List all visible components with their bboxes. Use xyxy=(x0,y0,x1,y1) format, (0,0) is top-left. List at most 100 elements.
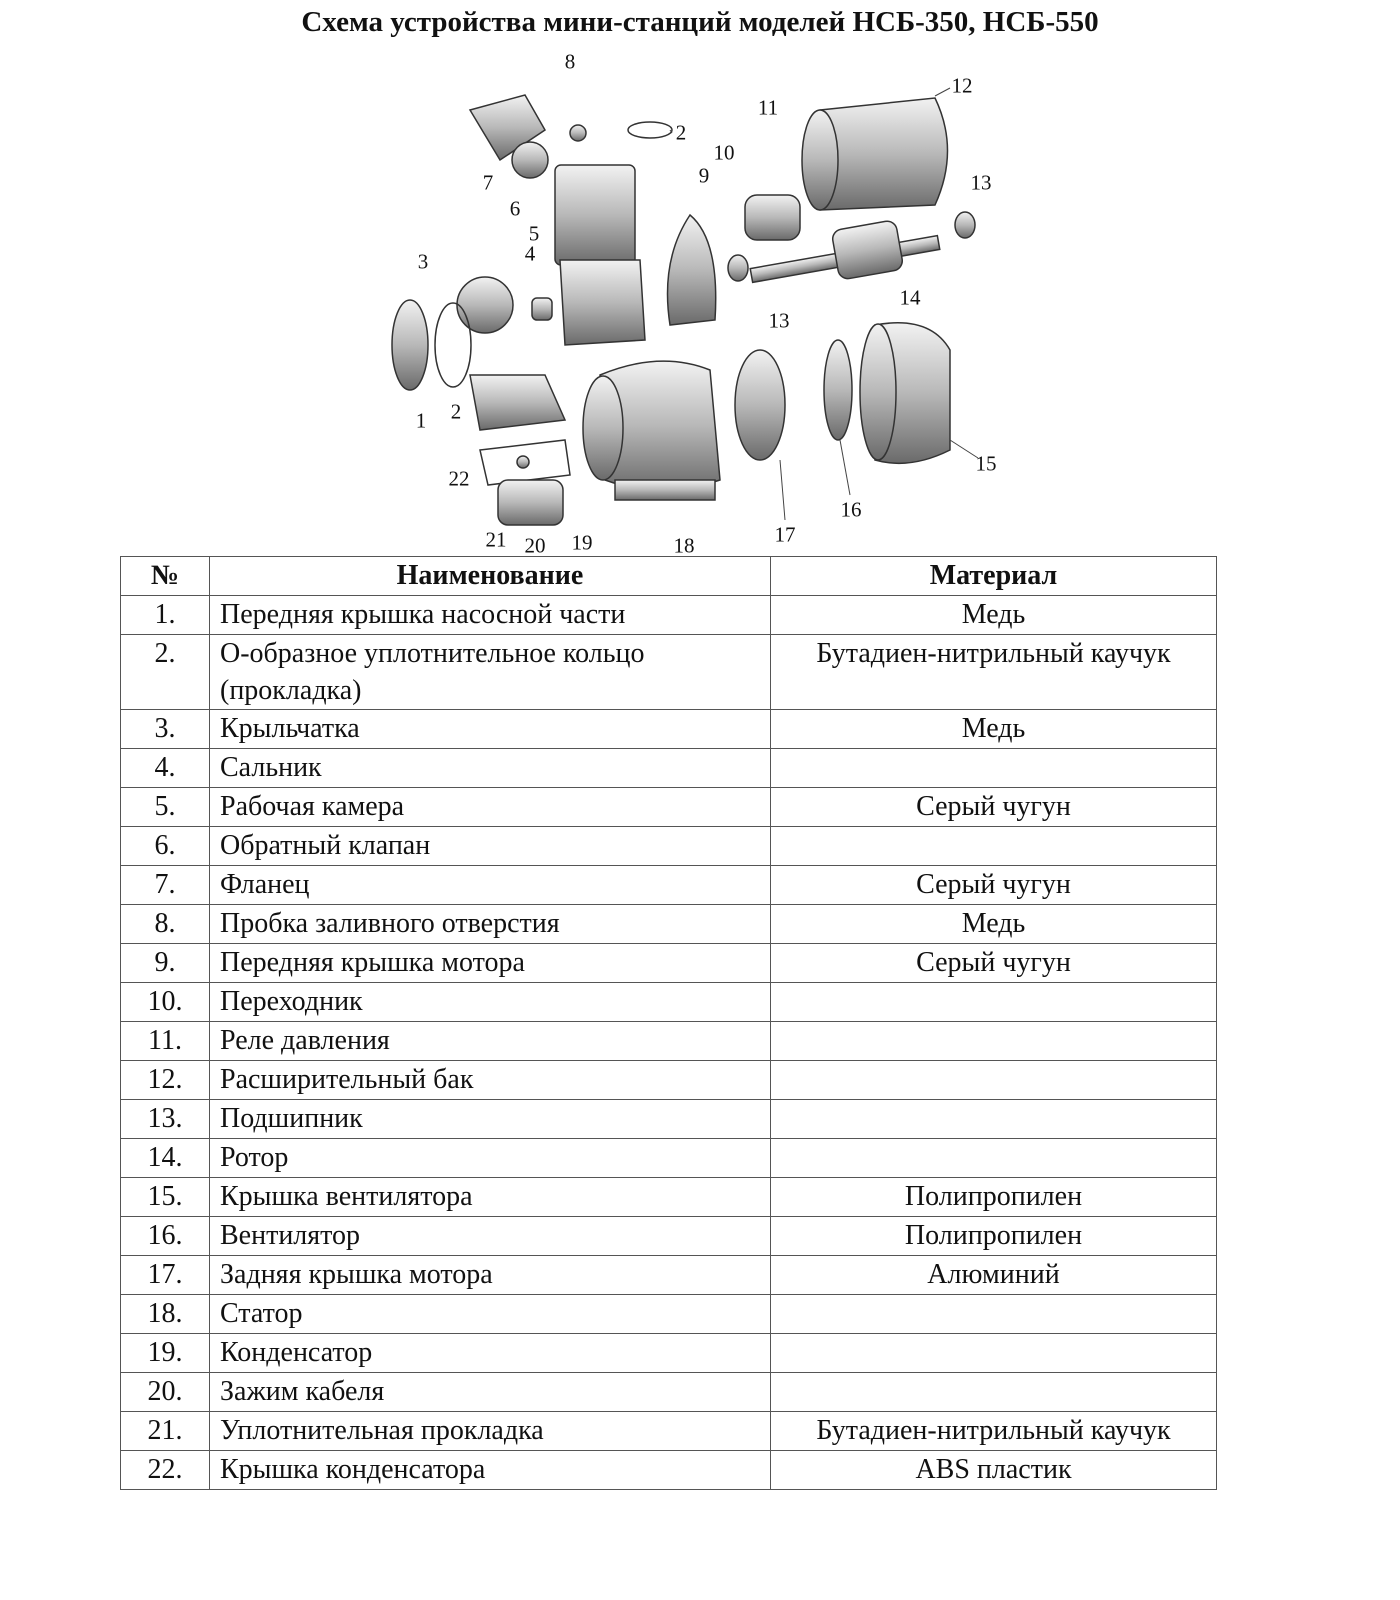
part-name: О-образное уплотнительное кольцо (прокла… xyxy=(209,634,771,710)
table-row: 16. Вентилятор Полипропилен xyxy=(120,1216,1217,1256)
part-material: Полипропилен xyxy=(770,1216,1217,1256)
part-material: Полипропилен xyxy=(770,1177,1217,1217)
callout-label: 20 xyxy=(524,533,546,558)
part-name: Сальник xyxy=(209,748,771,788)
part-material: Серый чугун xyxy=(770,943,1217,983)
table-row: 5. Рабочая камера Серый чугун xyxy=(120,787,1217,827)
part-number: 12. xyxy=(120,1060,210,1100)
part-number: 9. xyxy=(120,943,210,983)
callout-label: 8 xyxy=(564,49,576,74)
callout-label: 21 xyxy=(485,527,507,552)
part-name: Конденсатор xyxy=(209,1333,771,1373)
callout-label: 1 xyxy=(415,408,427,433)
part-number: 5. xyxy=(120,787,210,827)
callout-label: 4 xyxy=(524,241,536,266)
table-row: 22. Крышка конденсатора ABS пластик xyxy=(120,1450,1217,1490)
table-row: 2. О-образное уплотнительное кольцо (прок… xyxy=(120,634,1217,710)
callout-label: 13 xyxy=(970,170,992,195)
table-row: 1. Передняя крышка насосной части Медь xyxy=(120,595,1217,635)
part-number: 14. xyxy=(120,1138,210,1178)
table-row: 21. Уплотнительная прокладка Бутадиен-нитр… xyxy=(120,1411,1217,1451)
part-material: ABS пластик xyxy=(770,1450,1217,1490)
part-name: Задняя крышка мотора xyxy=(209,1255,771,1295)
table-row: 13. Подшипник xyxy=(120,1099,1217,1139)
callout-label: 2 xyxy=(675,120,687,145)
part-material: Бутадиен-нитрильный каучук xyxy=(770,634,1217,710)
part-material xyxy=(770,1138,1217,1178)
callout-label: 11 xyxy=(757,95,779,120)
callout-label: 7 xyxy=(482,170,494,195)
part-number: 16. xyxy=(120,1216,210,1256)
callout-label: 14 xyxy=(899,285,921,310)
callout-label: 13 xyxy=(768,308,790,333)
part-name: Передняя крышка насосной части xyxy=(209,595,771,635)
part-material: Медь xyxy=(770,595,1217,635)
table-row: 18. Статор xyxy=(120,1294,1217,1334)
part-material xyxy=(770,748,1217,788)
callout-label: 2 xyxy=(450,399,462,424)
table-row: 12. Расширительный бак xyxy=(120,1060,1217,1100)
part-number: 10. xyxy=(120,982,210,1022)
part-name: Крышка вентилятора xyxy=(209,1177,771,1217)
document-title: Схема устройства мини-станций моделей НС… xyxy=(301,6,1099,38)
part-material: Медь xyxy=(770,904,1217,944)
part-name: Фланец xyxy=(209,865,771,905)
callout-label: 15 xyxy=(975,451,997,476)
part-material: Медь xyxy=(770,709,1217,749)
part-number: 21. xyxy=(120,1411,210,1451)
callout-label: 3 xyxy=(417,249,429,274)
part-number: 3. xyxy=(120,709,210,749)
pump-parts-illustration xyxy=(391,87,979,526)
callout-label: 6 xyxy=(509,196,521,221)
part-number: 7. xyxy=(120,865,210,905)
table-row: 19. Конденсатор xyxy=(120,1333,1217,1373)
part-material xyxy=(770,982,1217,1022)
part-name: Реле давления xyxy=(209,1021,771,1061)
table-row: 8. Пробка заливного отверстия Медь xyxy=(120,904,1217,944)
parts-table: № Наименование Материал 1. Передняя крышк… xyxy=(120,556,1217,1490)
callout-label: 22 xyxy=(448,466,470,491)
part-material xyxy=(770,1021,1217,1061)
part-material xyxy=(770,826,1217,866)
part-material: Серый чугун xyxy=(770,865,1217,905)
part-name: Крыльчатка xyxy=(209,709,771,749)
table-row: 9. Передняя крышка мотора Серый чугун xyxy=(120,943,1217,983)
callout-label: 18 xyxy=(673,533,695,558)
part-number: 17. xyxy=(120,1255,210,1295)
table-header-row: № Наименование Материал xyxy=(120,556,1217,596)
header-number: № xyxy=(120,556,210,596)
part-number: 11. xyxy=(120,1021,210,1061)
table-row: 3. Крыльчатка Медь xyxy=(120,709,1217,749)
callout-label: 16 xyxy=(840,497,862,522)
part-name: Подшипник xyxy=(209,1099,771,1139)
part-name: Зажим кабеля xyxy=(209,1372,771,1412)
part-material xyxy=(770,1060,1217,1100)
part-name: Вентилятор xyxy=(209,1216,771,1256)
part-number: 19. xyxy=(120,1333,210,1373)
callout-label: 9 xyxy=(698,163,710,188)
table-row: 4. Сальник xyxy=(120,748,1217,788)
callout-label: 17 xyxy=(774,522,796,547)
part-material xyxy=(770,1333,1217,1373)
table-row: 15. Крышка вентилятора Полипропилен xyxy=(120,1177,1217,1217)
callout-label: 5 xyxy=(528,221,540,246)
part-name: Переходник xyxy=(209,982,771,1022)
part-name: Ротор xyxy=(209,1138,771,1178)
part-number: 18. xyxy=(120,1294,210,1334)
table-row: 7. Фланец Серый чугун xyxy=(120,865,1217,905)
callout-label: 12 xyxy=(951,73,973,98)
part-number: 1. xyxy=(120,595,210,635)
part-number: 22. xyxy=(120,1450,210,1490)
part-name: Уплотнительная прокладка xyxy=(209,1411,771,1451)
part-number: 13. xyxy=(120,1099,210,1139)
part-material xyxy=(770,1372,1217,1412)
table-row: 11. Реле давления xyxy=(120,1021,1217,1061)
table-row: 17. Задняя крышка мотора Алюминий xyxy=(120,1255,1217,1295)
part-name: Обратный клапан xyxy=(209,826,771,866)
part-number: 8. xyxy=(120,904,210,944)
callout-label: 19 xyxy=(571,530,593,555)
table-row: 10. Переходник xyxy=(120,982,1217,1022)
part-name: Расширительный бак xyxy=(209,1060,771,1100)
part-number: 15. xyxy=(120,1177,210,1217)
part-material: Алюминий xyxy=(770,1255,1217,1295)
